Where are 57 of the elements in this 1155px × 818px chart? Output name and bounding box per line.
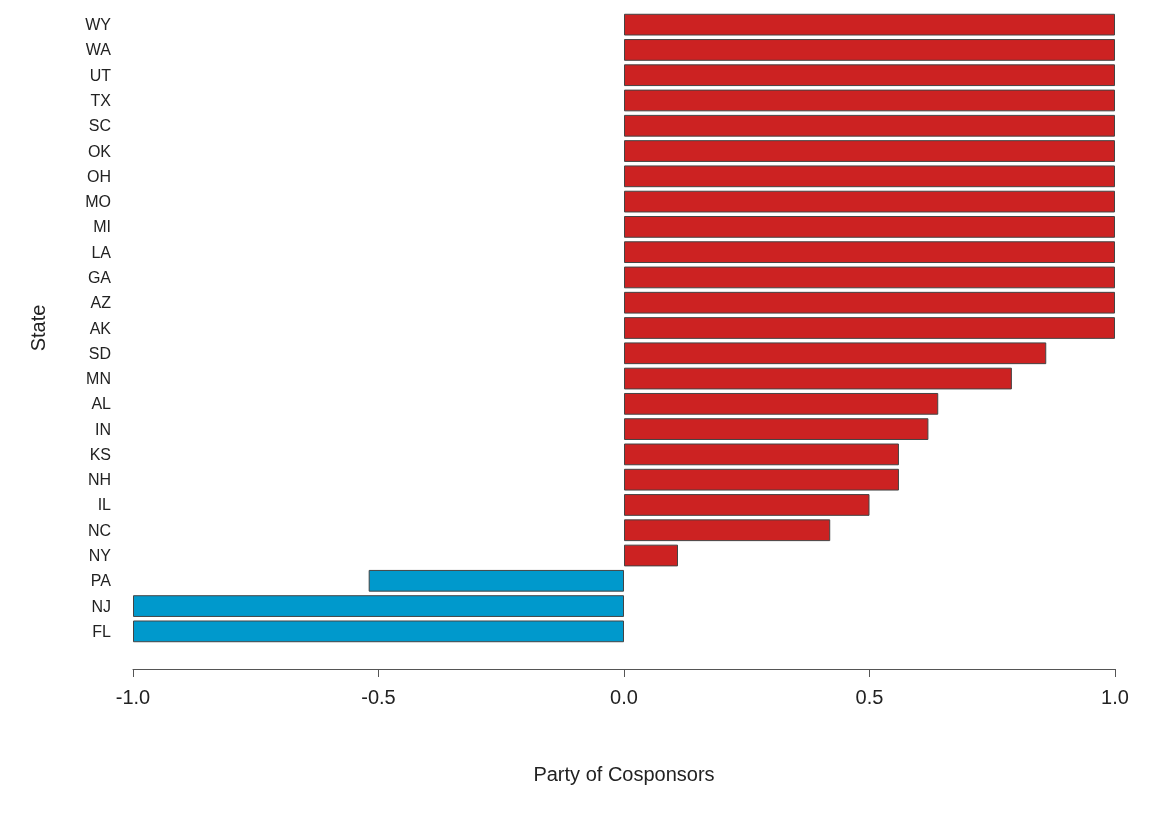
y-tick-label: NY — [88, 547, 112, 565]
x-tick-label: -1.0 — [115, 686, 151, 708]
bar — [624, 39, 1115, 61]
bar — [133, 620, 624, 643]
y-tick-label: GA — [87, 268, 112, 286]
bar — [368, 569, 624, 592]
x-tick-label: 0.0 — [610, 686, 638, 708]
y-tick-label: IL — [97, 496, 112, 514]
bar — [624, 544, 679, 567]
bar — [624, 291, 1115, 314]
bar — [133, 595, 624, 617]
y-axis-title: State — [27, 304, 49, 352]
bar — [624, 519, 831, 542]
y-tick-label: FL — [92, 622, 112, 640]
y-tick-label: KS — [89, 445, 111, 463]
y-tick-label: LA — [91, 243, 112, 261]
bar — [624, 89, 1115, 112]
y-tick-label: WA — [85, 41, 112, 59]
bar — [624, 468, 899, 491]
y-tick-label: NC — [87, 521, 111, 539]
y-tick-label: TX — [90, 91, 112, 109]
y-tick-label: MI — [93, 218, 111, 236]
y-tick-label: OH — [87, 167, 111, 185]
y-tick-label: MO — [85, 193, 111, 211]
bar — [624, 443, 899, 466]
bar — [624, 216, 1115, 238]
y-tick-label: OK — [87, 142, 112, 160]
bar — [624, 418, 929, 440]
bar — [624, 266, 1115, 289]
x-axis-title: Party of Cosponsors — [533, 763, 715, 785]
y-tick-label: SC — [88, 117, 111, 135]
y-tick-label: NH — [87, 471, 111, 489]
x-tick-label: 0.5 — [855, 686, 884, 708]
bar — [624, 317, 1115, 339]
y-tick-label: NJ — [91, 597, 111, 615]
bar — [624, 13, 1115, 36]
y-tick-label: MN — [86, 370, 111, 388]
x-tick-label: 1.0 — [1101, 686, 1129, 708]
bar — [624, 165, 1115, 188]
bar — [624, 114, 1115, 137]
bar — [624, 494, 870, 516]
y-tick-label: AK — [89, 319, 112, 337]
x-tick-label: -0.5 — [361, 686, 396, 708]
bar — [624, 342, 1047, 365]
y-tick-label: WY — [85, 16, 112, 34]
y-tick-label: AL — [91, 395, 112, 413]
y-tick-label: IN — [95, 420, 111, 438]
bar — [624, 367, 1012, 390]
bar — [624, 392, 939, 415]
y-tick-label: UT — [89, 66, 112, 84]
bar — [624, 64, 1115, 87]
bar — [624, 241, 1115, 264]
bar — [624, 190, 1115, 213]
y-tick-label: PA — [90, 572, 112, 590]
y-tick-label: SD — [88, 344, 111, 362]
bar — [624, 140, 1115, 162]
y-tick-label: AZ — [90, 294, 112, 312]
